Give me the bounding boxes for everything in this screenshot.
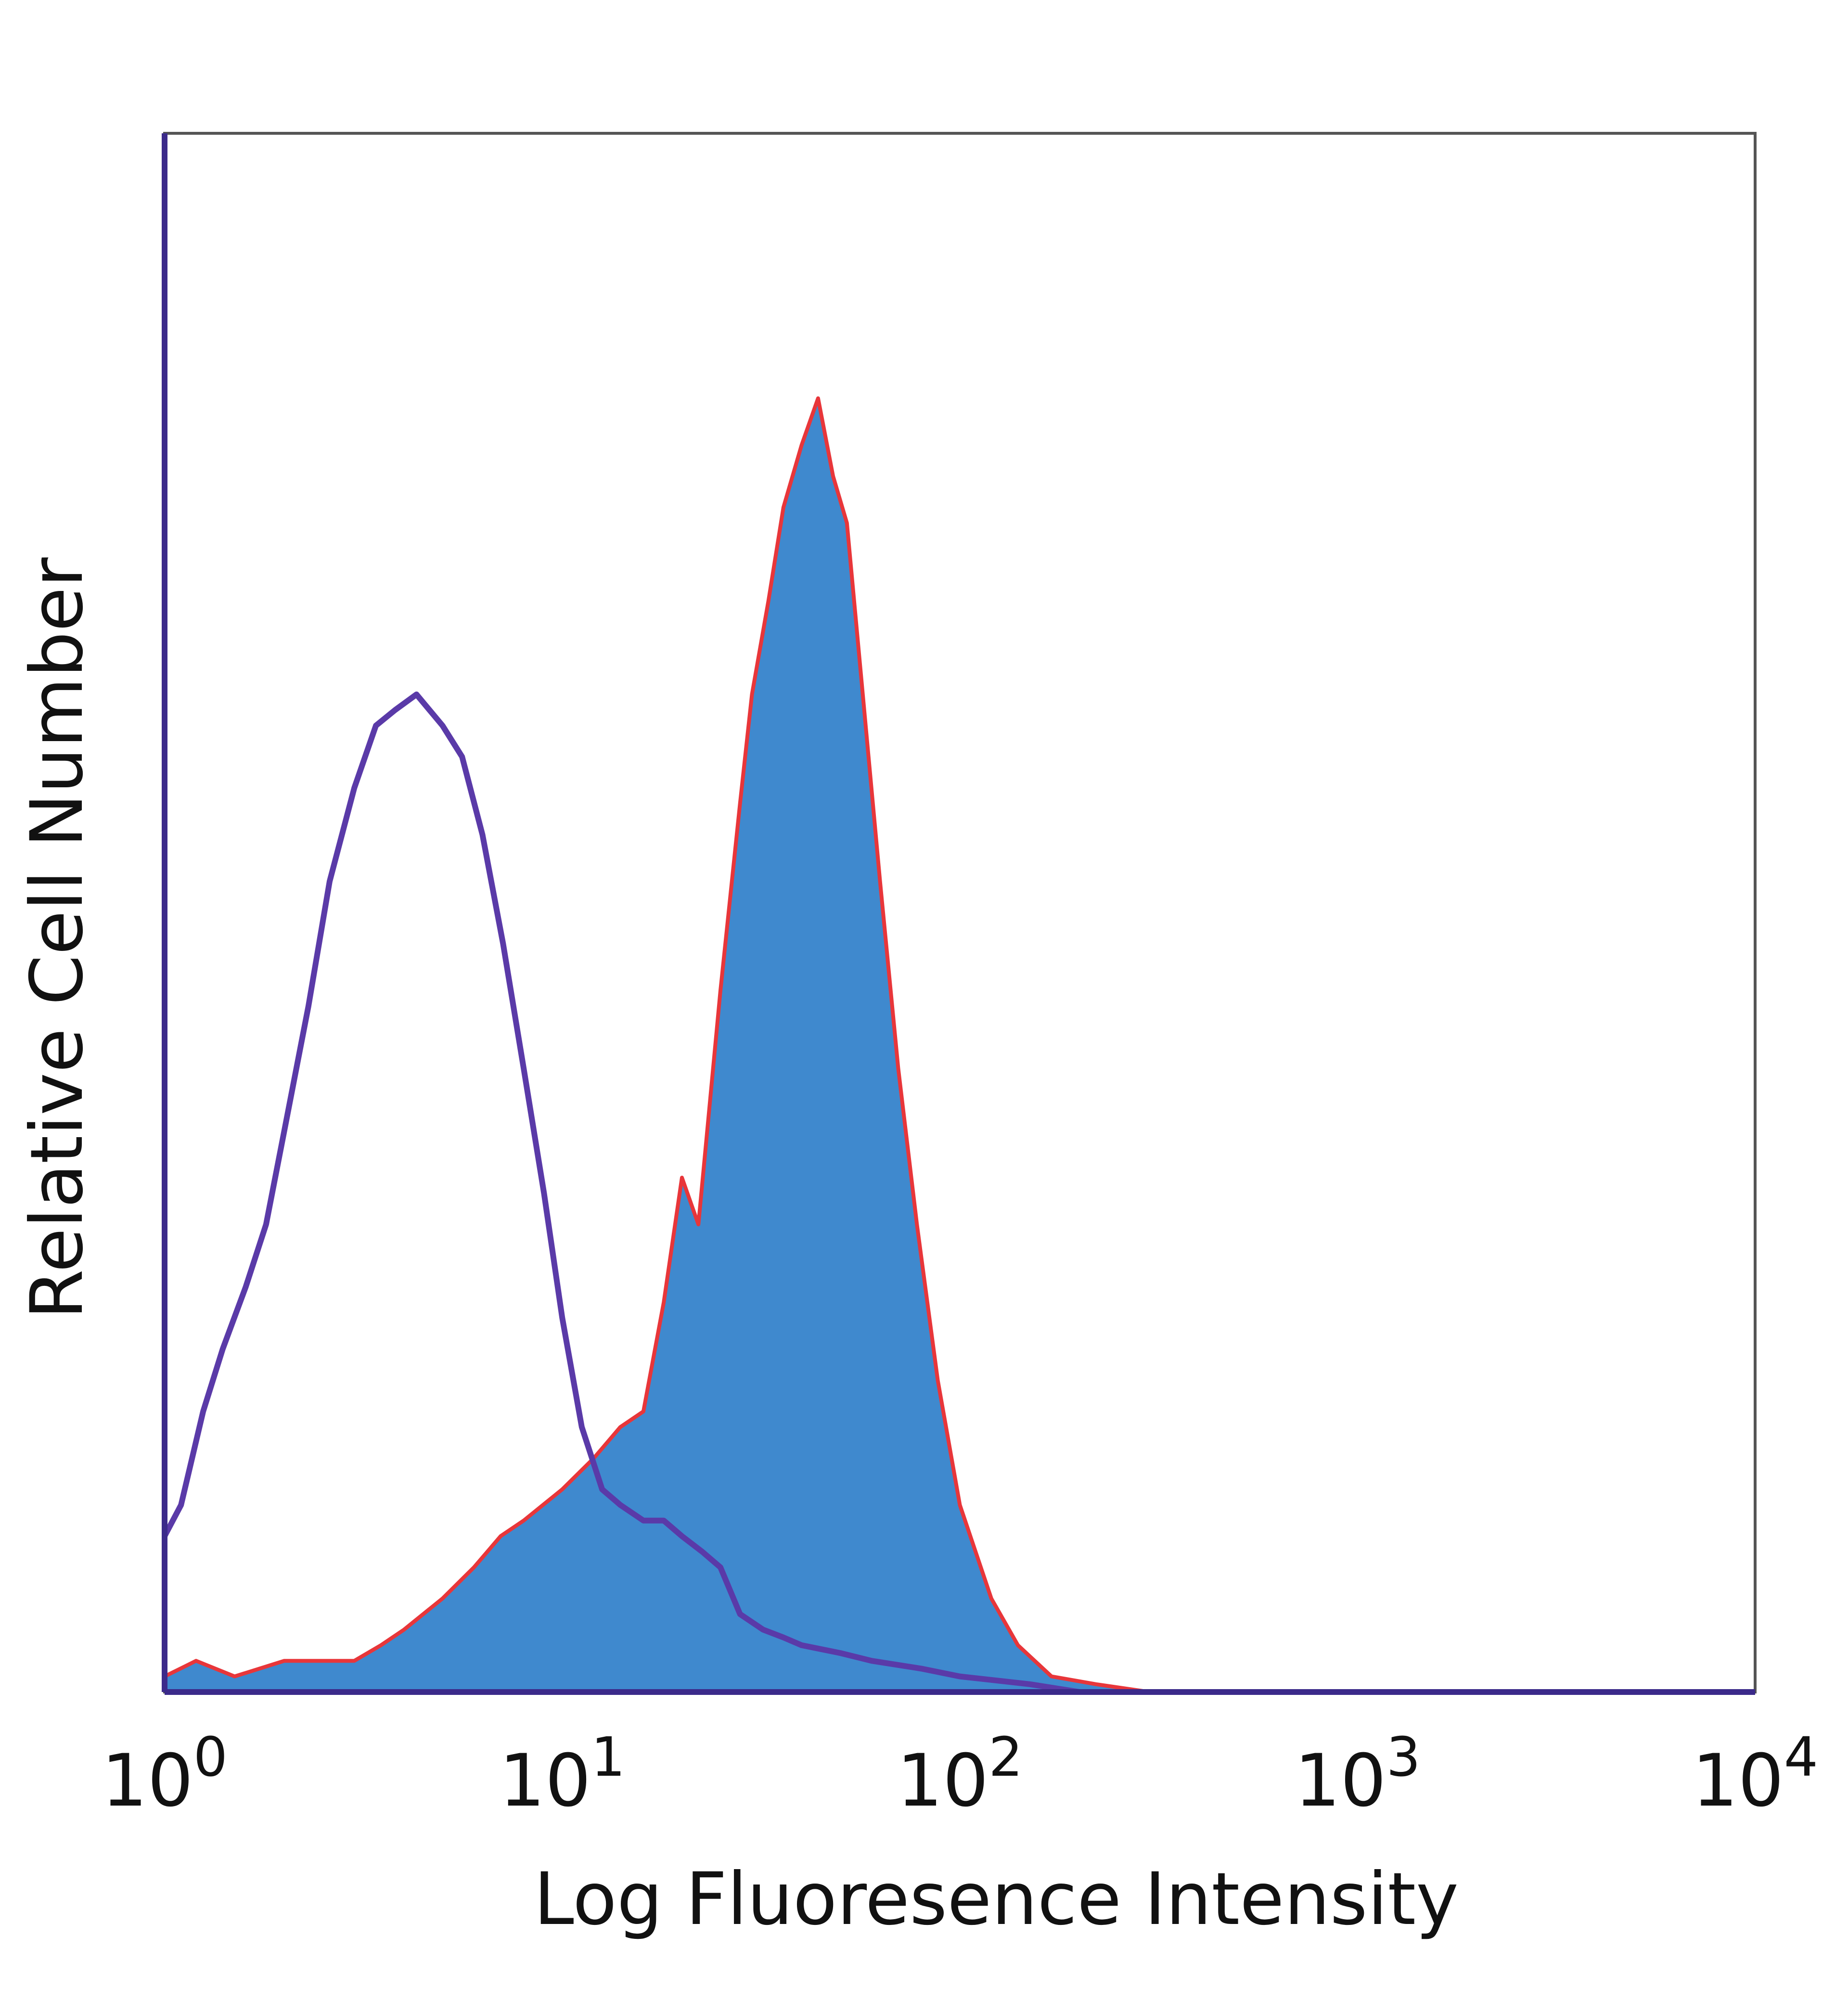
x-tick-exponent: 4 [1784,1726,1818,1789]
x-tick-exponent: 2 [988,1726,1023,1789]
x-axis-ticks: 100 101 102 103 104 [102,1726,1818,1823]
x-tick-base: 10 [1692,1739,1784,1823]
x-tick-base: 10 [499,1739,591,1823]
x-tick-label: 103 [1295,1726,1421,1823]
series-0-area [165,398,1150,1692]
series-1-line [162,692,1755,1695]
x-tick-base: 10 [1295,1739,1386,1823]
plot-area [162,396,1755,1695]
x-tick-label: 100 [102,1726,228,1823]
x-tick-exponent: 1 [591,1726,625,1789]
plot-frame [163,132,1757,1693]
x-tick-exponent: 3 [1386,1726,1421,1789]
x-tick-base: 10 [102,1739,193,1823]
x-tick-exponent: 0 [193,1726,228,1789]
series-0-outline [164,396,1150,1694]
x-tick-label: 101 [499,1726,625,1823]
x-tick-label: 104 [1692,1726,1818,1823]
y-axis-title: Relative Cell Number [15,557,99,1320]
x-axis-title: Log Fluoresence Intensity [534,1858,1459,1941]
x-tick-base: 10 [897,1739,988,1823]
x-tick-label: 102 [897,1726,1023,1823]
